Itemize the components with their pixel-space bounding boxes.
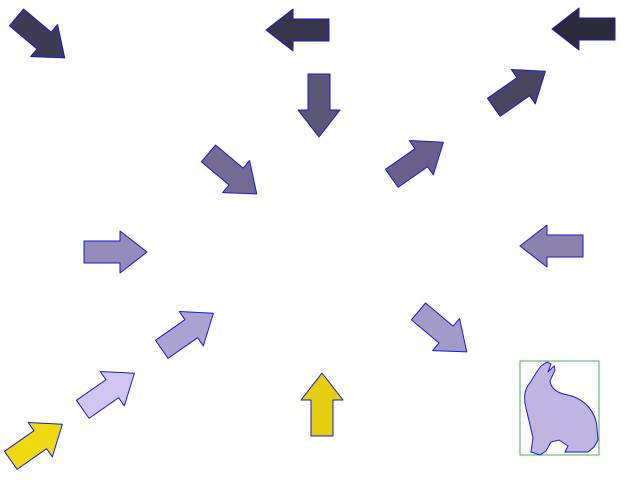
right-arrow-icon[interactable]	[83, 230, 148, 274]
arrow-top-right[interactable]	[551, 7, 616, 51]
arrow-center-right[interactable]	[380, 125, 456, 196]
down-right-arrow-icon[interactable]	[195, 137, 270, 210]
up-right-arrow-icon[interactable]	[0, 407, 74, 478]
arrow-mid-right[interactable]	[519, 224, 584, 268]
arrow-center-down[interactable]	[297, 73, 341, 138]
arrow-lower-center-left[interactable]	[150, 296, 226, 367]
arrow-lower-right[interactable]	[405, 295, 480, 368]
down-right-arrow-icon[interactable]	[405, 295, 480, 368]
up-arrow-icon[interactable]	[300, 372, 344, 437]
arrow-lower-left[interactable]	[71, 356, 147, 427]
arrow-top-center[interactable]	[265, 8, 330, 52]
rabbit-target[interactable]	[519, 360, 600, 456]
arrow-center-left[interactable]	[195, 137, 270, 210]
target-bounding-box	[519, 360, 600, 456]
down-arrow-icon[interactable]	[297, 73, 341, 138]
rabbit-icon[interactable]	[524, 361, 599, 456]
up-right-arrow-icon[interactable]	[482, 54, 558, 125]
arrow-bottom-center[interactable]	[300, 372, 344, 437]
up-right-arrow-icon[interactable]	[380, 125, 456, 196]
left-arrow-icon[interactable]	[519, 224, 584, 268]
down-right-arrow-icon[interactable]	[3, 1, 78, 74]
arrow-upper-right[interactable]	[482, 54, 558, 125]
arrow-top-left[interactable]	[3, 1, 78, 74]
arrow-layer	[0, 1, 616, 478]
arrow-bottom-left[interactable]	[0, 407, 74, 478]
arrow-mid-left[interactable]	[83, 230, 148, 274]
left-arrow-icon[interactable]	[551, 7, 616, 51]
up-right-arrow-icon[interactable]	[71, 356, 147, 427]
left-arrow-icon[interactable]	[265, 8, 330, 52]
up-right-arrow-icon[interactable]	[150, 296, 226, 367]
